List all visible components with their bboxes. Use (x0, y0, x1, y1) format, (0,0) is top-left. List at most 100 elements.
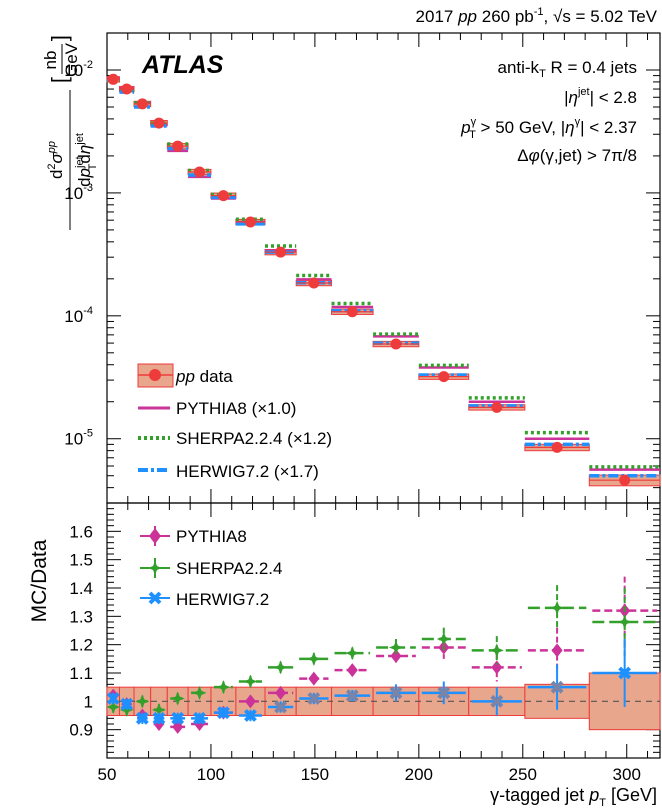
sherpa-ratio-point (388, 640, 403, 655)
pythia-ratio-point (308, 671, 320, 686)
sherpa-ratio-point (135, 694, 150, 709)
herwig-ratio-point (120, 697, 134, 711)
sherpa-ratio-point (436, 632, 451, 646)
spectrum-legend: pp data PYTHIA8 (×1.0) SHERPA2.2.4 (×1.2… (137, 363, 332, 481)
herwig-ratio-point (171, 711, 185, 725)
eta-jet-cut-label: |ηjet| < 2.8 (564, 86, 637, 107)
ratio-y-axis-title: MC/Data (28, 539, 51, 622)
header-energy: s = 5.02 TeV (562, 7, 657, 26)
spectrum-y-tick-label: 10-3 (64, 182, 93, 203)
data-point (153, 117, 165, 129)
figure-header: 2017 pp 260 pb-1, √s = 5.02 TeV (416, 6, 658, 26)
photon-cut-label: pγ T > 50 GeV, |ηγ| < 2.37 (460, 116, 637, 141)
x-tick-label: 50 (98, 765, 117, 784)
header-year: 2017 (416, 7, 454, 26)
ratio-y-tick-label: 1.5 (69, 551, 93, 570)
header-lumi-exponent: -1 (534, 6, 544, 18)
sherpa-ratio-point (216, 680, 231, 695)
x-tick-label: 250 (509, 765, 537, 784)
herwig-ratio-point (152, 711, 166, 725)
ratio-y-tick-label: 1.1 (69, 664, 93, 683)
data-point (346, 306, 358, 318)
svg-text:GeV: GeV (62, 42, 81, 77)
data-point (551, 441, 563, 453)
legend-data-label: pp data (175, 367, 233, 386)
svg-text:d2σpp: d2σpp (46, 141, 66, 179)
herwig-ratio-point (389, 686, 403, 700)
x-tick-label: 300 (613, 765, 641, 784)
svg-text:]: ] (47, 35, 72, 41)
sherpa-ratio-point (243, 674, 258, 689)
sherpa-ratio-point (306, 651, 321, 666)
x-axis-title: γ-tagged jet pT [GeV] (490, 785, 657, 809)
header-lumi: 260 pb (482, 7, 534, 26)
sherpa-ratio-point (345, 646, 360, 661)
ratio-legend-herwig-marker (148, 591, 162, 605)
ratio-y-tick-label: 1.2 (69, 636, 93, 655)
ratio-plot-area (106, 576, 661, 734)
herwig-ratio-point (274, 700, 288, 714)
data-point (172, 140, 184, 152)
pythia-ratio-point (346, 663, 358, 678)
data-point (136, 98, 148, 110)
data-point (491, 401, 503, 413)
pythia-ratio-point (244, 694, 256, 709)
herwig-ratio-point (135, 711, 149, 725)
sherpa-ratio-point (151, 702, 166, 717)
herwig-ratio-point (618, 666, 632, 680)
herwig-ratio-point (490, 694, 504, 708)
svg-text:dpjetTdηjet: dpjetTdηjet (74, 133, 99, 187)
spectrum-y-axis-title: d2σpp dpjetTdηjet nb GeV [ ] (41, 35, 99, 230)
ratio-axes: 0.9 1 1.1 1.2 1.3 1.4 1.5 1.6 50 100 150 200 250 300 (69, 502, 660, 784)
ratio-legend-herwig-label: HERWIG7.2 (176, 590, 269, 609)
ratio-y-tick-label: 1.4 (69, 579, 93, 598)
ratio-legend-sherpa-marker (148, 561, 162, 575)
spectrum-y-tick-label: 10-4 (64, 305, 93, 326)
herwig-ratio-point (307, 692, 321, 705)
data-point (244, 216, 256, 228)
ratio-panel-frame (106, 502, 661, 759)
data-point (107, 73, 119, 85)
delta-phi-cut-label: Δφ(γ,jet) > 7π/8 (517, 146, 637, 165)
sherpa-ratio-point (489, 643, 504, 658)
spectrum-y-axis: 10-2 10-3 10-4 10-5 (64, 32, 660, 504)
spectrum-plot-area (106, 73, 661, 487)
legend-pythia-label: PYTHIA8 (×1.0) (176, 399, 296, 418)
herwig-ratio-point (217, 706, 230, 720)
svg-text:nb: nb (41, 51, 60, 70)
ratio-y-tick-label: 1.3 (69, 607, 93, 626)
header-system: pp (457, 7, 477, 26)
data-point (438, 371, 450, 383)
sherpa-ratio-point (170, 691, 185, 706)
herwig-ratio-point (244, 709, 257, 722)
herwig-ratio-point (550, 680, 564, 694)
sherpa-ratio-point (192, 685, 207, 700)
ratio-y-tick-label: 0.9 (69, 721, 93, 740)
data-point (390, 338, 402, 350)
sherpa-ratio-point (617, 615, 632, 629)
pythia-ratio-point (390, 649, 402, 663)
x-tick-label: 100 (197, 765, 225, 784)
ratio-legend: PYTHIA8 SHERPA2.2.4 HERWIG7.2 (140, 526, 282, 609)
sqrt-symbol: √ (553, 7, 563, 26)
sherpa-ratio-point (273, 660, 288, 675)
ratio-legend-sherpa-label: SHERPA2.2.4 (176, 559, 282, 578)
x-tick-label: 150 (301, 765, 329, 784)
ratio-legend-pythia-marker (149, 528, 161, 544)
data-point (619, 474, 631, 486)
data-point (217, 190, 229, 202)
data-point (121, 83, 133, 95)
atlas-label: ATLAS (141, 51, 224, 79)
herwig-ratio-point (345, 689, 359, 703)
data-point (194, 166, 206, 178)
sherpa-ratio-point (106, 700, 121, 714)
pythia-ratio-point (491, 660, 503, 675)
spectrum-y-tick-label: 10-5 (64, 428, 93, 449)
spectrum-y-tick-label: 10-2 (64, 59, 93, 80)
legend-sherpa-label: SHERPA2.2.4 (×1.2) (176, 429, 332, 448)
herwig-ratio-point (193, 711, 206, 725)
data-point (275, 246, 287, 258)
ratio-legend-pythia-label: PYTHIA8 (176, 527, 247, 546)
herwig-ratio-point (437, 686, 451, 700)
